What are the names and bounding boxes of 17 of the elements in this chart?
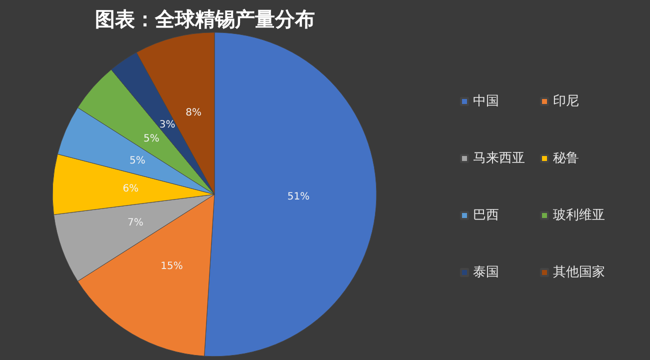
data-label: 5% — [144, 133, 160, 144]
data-label: 7% — [128, 217, 144, 228]
legend-label: 马来西亚 — [473, 151, 525, 166]
data-label: 15% — [160, 261, 183, 272]
data-label: 51% — [287, 192, 310, 203]
data-label: 6% — [122, 184, 139, 195]
chart-title: 图表：全球精锡产量分布 — [95, 7, 315, 31]
legend-label: 其他国家 — [553, 264, 605, 280]
legend-label: 泰国 — [473, 265, 499, 280]
legend-label: 巴西 — [473, 208, 499, 223]
legend-label: 玻利维亚 — [553, 208, 605, 223]
legend-label: 印尼 — [553, 94, 579, 109]
data-label: 5% — [129, 156, 146, 167]
data-label: 8% — [186, 108, 202, 119]
legend-label: 中国 — [473, 94, 499, 109]
data-label: 3% — [159, 119, 176, 130]
legend-label: 秘鲁 — [553, 151, 579, 166]
